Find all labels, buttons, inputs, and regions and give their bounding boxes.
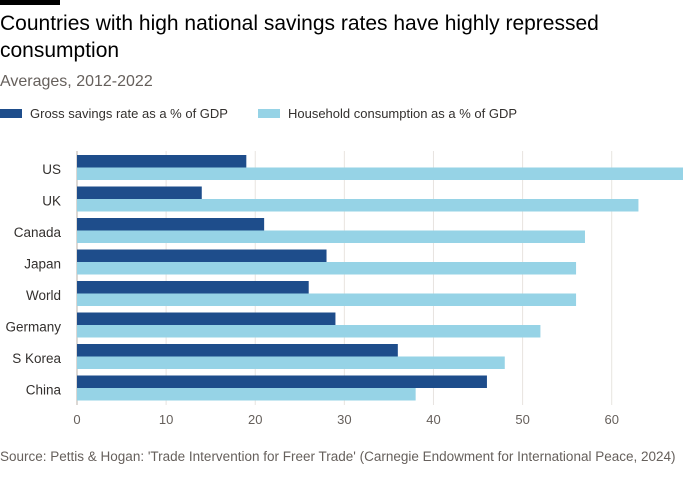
chart-subtitle: Averages, 2012-2022 bbox=[0, 73, 153, 90]
bar-consumption bbox=[77, 388, 416, 401]
bar-consumption bbox=[77, 325, 541, 338]
bar-consumption bbox=[77, 356, 505, 369]
bar-savings bbox=[77, 155, 247, 168]
category-label: UK bbox=[42, 193, 61, 208]
bar-consumption bbox=[77, 199, 639, 212]
category-label: Japan bbox=[24, 256, 61, 271]
bar-savings bbox=[77, 249, 327, 262]
category-label: Germany bbox=[5, 319, 61, 334]
x-tick-label: 0 bbox=[73, 412, 80, 427]
x-tick-label: 30 bbox=[337, 412, 351, 427]
source-note: Source: Pettis & Hogan: 'Trade Intervent… bbox=[0, 449, 676, 464]
bar-savings bbox=[77, 312, 336, 325]
x-tick-label: 10 bbox=[159, 412, 173, 427]
category-label: US bbox=[42, 162, 61, 177]
x-tick-label: 60 bbox=[604, 412, 618, 427]
bar-savings bbox=[77, 344, 398, 357]
x-tick-label: 50 bbox=[515, 412, 529, 427]
bar-consumption bbox=[77, 293, 577, 306]
category-label: S Korea bbox=[12, 351, 61, 366]
x-tick-label: 40 bbox=[426, 412, 440, 427]
legend-swatch-savings bbox=[0, 109, 22, 118]
legend-item-consumption: Household consumption as a % of GDP bbox=[257, 106, 518, 121]
category-label: China bbox=[26, 382, 62, 397]
bar-savings bbox=[77, 186, 202, 199]
bar-consumption bbox=[77, 230, 585, 243]
legend-label-savings: Gross savings rate as a % of GDP bbox=[30, 106, 228, 121]
bar-consumption bbox=[77, 262, 577, 275]
bar-savings bbox=[77, 375, 487, 388]
category-label: World bbox=[26, 288, 61, 303]
legend: Gross savings rate as a % of GDP Househo… bbox=[0, 106, 547, 121]
legend-swatch-consumption bbox=[257, 109, 280, 118]
chart-title: Countries with high national savings rat… bbox=[0, 12, 599, 62]
legend-label-consumption: Household consumption as a % of GDP bbox=[287, 106, 518, 121]
bar-savings bbox=[77, 281, 309, 294]
top-rule bbox=[0, 0, 60, 5]
legend-item-savings: Gross savings rate as a % of GDP bbox=[0, 106, 228, 121]
category-label: Canada bbox=[14, 225, 62, 240]
x-tick-label: 20 bbox=[248, 412, 262, 427]
bar-savings bbox=[77, 218, 265, 231]
bar-consumption bbox=[77, 167, 683, 180]
bar-chart: 0 10 20 30 40 50 60 US UK Canada Japan World Germany… bbox=[5, 151, 683, 427]
